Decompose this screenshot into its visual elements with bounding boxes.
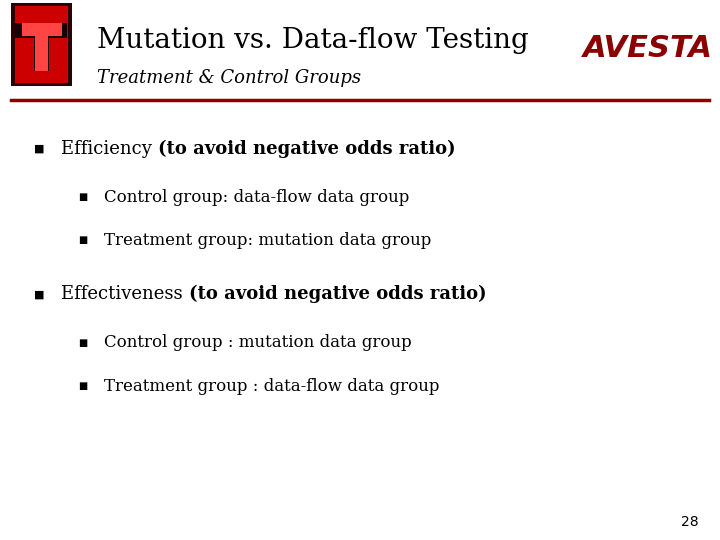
Text: Efficiency: Efficiency: [61, 139, 158, 158]
Text: (to avoid negative odds ratio): (to avoid negative odds ratio): [158, 139, 456, 158]
Text: ■: ■: [35, 289, 45, 299]
Text: Control group: data-flow data group: Control group: data-flow data group: [104, 188, 410, 206]
Text: 28: 28: [681, 515, 698, 529]
Text: ■: ■: [78, 192, 87, 202]
Text: Effectiveness: Effectiveness: [61, 285, 189, 303]
Bar: [15, 6, 68, 83]
Text: Treatment & Control Groups: Treatment & Control Groups: [97, 69, 361, 87]
Bar: [11, 3, 72, 86]
Text: AVESTA: AVESTA: [582, 34, 713, 63]
Text: ■: ■: [78, 235, 87, 245]
Text: Control group : mutation data group: Control group : mutation data group: [104, 334, 412, 352]
Bar: [34, 23, 49, 71]
Text: ■: ■: [78, 338, 87, 348]
Bar: [15, 23, 68, 38]
Text: Treatment group: mutation data group: Treatment group: mutation data group: [104, 232, 432, 249]
Text: ■: ■: [35, 144, 45, 153]
Text: ■: ■: [78, 381, 87, 391]
Text: Treatment group : data-flow data group: Treatment group : data-flow data group: [104, 377, 440, 395]
Text: (to avoid negative odds ratio): (to avoid negative odds ratio): [189, 285, 486, 303]
Bar: [35, 28, 48, 71]
Text: Mutation vs. Data-flow Testing: Mutation vs. Data-flow Testing: [97, 27, 529, 54]
Bar: [22, 23, 62, 36]
